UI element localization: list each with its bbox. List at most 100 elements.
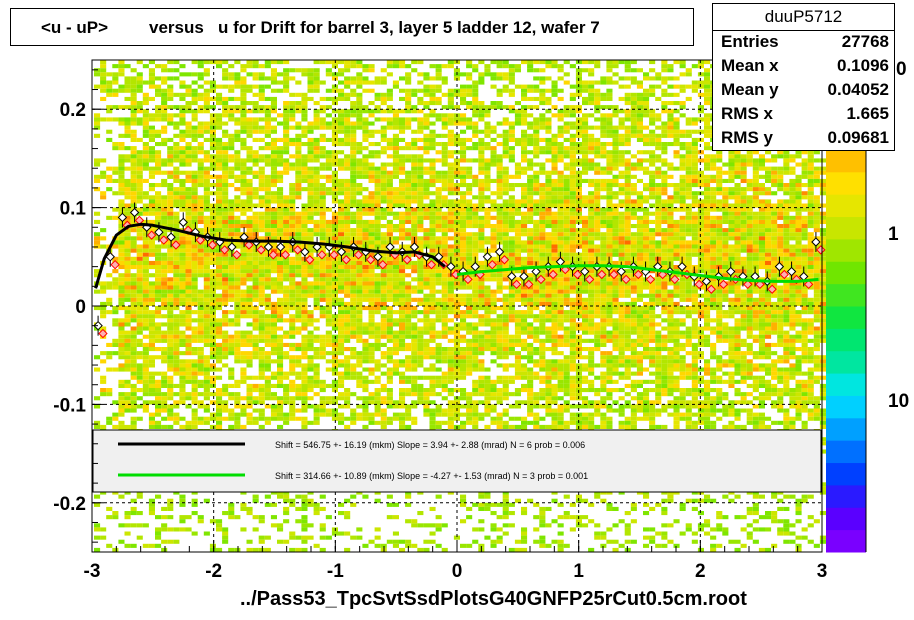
density-cell bbox=[106, 109, 113, 114]
density-cell bbox=[490, 60, 497, 65]
density-cell bbox=[551, 60, 558, 65]
density-cell bbox=[130, 80, 137, 85]
density-cell bbox=[563, 244, 570, 249]
density-cell bbox=[417, 88, 424, 93]
density-cell bbox=[399, 191, 406, 196]
density-cell bbox=[643, 187, 650, 192]
density-cell bbox=[557, 191, 564, 196]
density-cell bbox=[362, 76, 369, 81]
density-cell bbox=[435, 174, 442, 179]
density-cell bbox=[222, 166, 229, 171]
density-cell bbox=[148, 170, 155, 175]
density-cell bbox=[264, 109, 271, 114]
density-cell bbox=[661, 244, 668, 249]
density-cell bbox=[380, 150, 387, 155]
density-cell bbox=[716, 158, 723, 163]
density-cell bbox=[185, 133, 192, 138]
density-cell bbox=[728, 252, 735, 257]
density-cell bbox=[155, 64, 162, 69]
density-cell bbox=[270, 183, 277, 188]
density-cell bbox=[813, 207, 820, 212]
density-cell bbox=[783, 170, 790, 175]
density-cell bbox=[527, 187, 534, 192]
density-cell bbox=[710, 224, 717, 229]
density-cell bbox=[453, 183, 460, 188]
density-cell bbox=[752, 256, 759, 261]
density-cell bbox=[417, 187, 424, 192]
density-cell bbox=[460, 203, 467, 208]
density-cell bbox=[569, 121, 576, 126]
density-cell bbox=[191, 183, 198, 188]
density-cell bbox=[557, 68, 564, 73]
density-cell bbox=[636, 158, 643, 163]
density-cell bbox=[344, 191, 351, 196]
density-cell bbox=[472, 125, 479, 130]
density-cell bbox=[514, 203, 521, 208]
density-cell bbox=[240, 187, 247, 192]
density-cell bbox=[368, 232, 375, 237]
density-cell bbox=[344, 195, 351, 200]
density-cell bbox=[624, 178, 631, 183]
density-cell bbox=[740, 162, 747, 167]
density-cell bbox=[112, 142, 119, 147]
density-cell bbox=[502, 170, 509, 175]
density-cell bbox=[362, 129, 369, 134]
density-cell bbox=[411, 207, 418, 212]
density-cell bbox=[307, 265, 314, 270]
density-cell bbox=[130, 166, 137, 171]
density-cell bbox=[697, 158, 704, 163]
density-cell bbox=[289, 269, 296, 274]
density-cell bbox=[380, 146, 387, 151]
density-cell bbox=[252, 60, 259, 65]
density-cell bbox=[728, 150, 735, 155]
density-cell bbox=[630, 129, 637, 134]
density-cell bbox=[453, 105, 460, 110]
density-cell bbox=[258, 273, 265, 278]
density-cell bbox=[521, 232, 528, 237]
density-cell bbox=[222, 211, 229, 216]
density-cell bbox=[527, 178, 534, 183]
density-cell bbox=[691, 129, 698, 134]
density-cell bbox=[710, 154, 717, 159]
density-cell bbox=[191, 158, 198, 163]
density-cell bbox=[624, 174, 631, 179]
density-cell bbox=[643, 125, 650, 130]
density-cell bbox=[301, 154, 308, 159]
density-cell bbox=[460, 219, 467, 224]
density-cell bbox=[319, 232, 326, 237]
density-cell bbox=[185, 142, 192, 147]
density-cell bbox=[405, 88, 412, 93]
density-cell bbox=[216, 199, 223, 204]
density-cell bbox=[179, 252, 186, 257]
density-cell bbox=[136, 260, 143, 265]
density-cell bbox=[563, 215, 570, 220]
density-cell bbox=[252, 137, 259, 142]
density-cell bbox=[618, 240, 625, 245]
density-cell bbox=[600, 211, 607, 216]
density-cell bbox=[673, 150, 680, 155]
density-cell bbox=[746, 232, 753, 237]
density-cell bbox=[112, 191, 119, 196]
density-cell bbox=[508, 121, 515, 126]
density-cell bbox=[618, 183, 625, 188]
density-cell bbox=[740, 195, 747, 200]
density-cell bbox=[222, 195, 229, 200]
density-cell bbox=[819, 232, 826, 237]
density-cell bbox=[508, 256, 515, 261]
density-cell bbox=[697, 228, 704, 233]
density-cell bbox=[197, 162, 204, 167]
density-cell bbox=[679, 248, 686, 253]
density-cell bbox=[746, 158, 753, 163]
density-cell bbox=[533, 142, 540, 147]
density-cell bbox=[795, 150, 802, 155]
density-cell bbox=[612, 125, 619, 130]
density-cell bbox=[655, 166, 662, 171]
density-cell bbox=[155, 105, 162, 110]
density-cell bbox=[124, 125, 131, 130]
density-cell bbox=[283, 105, 290, 110]
density-cell bbox=[209, 105, 216, 110]
density-cell bbox=[819, 187, 826, 192]
density-cell bbox=[496, 121, 503, 126]
density-cell bbox=[734, 183, 741, 188]
density-cell bbox=[624, 76, 631, 81]
